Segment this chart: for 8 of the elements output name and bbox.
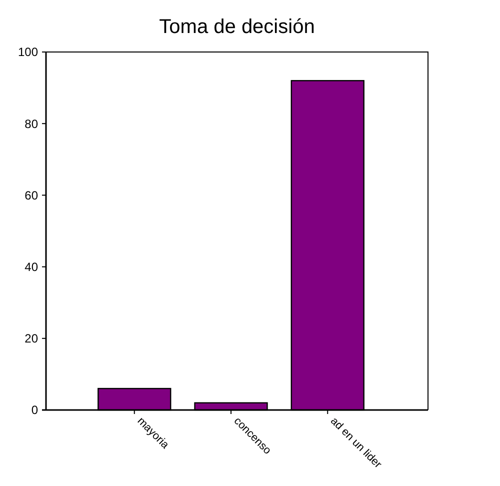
y-tick-label: 60: [24, 188, 38, 202]
y-tick-label: 80: [24, 116, 38, 131]
y-tick-label: 20: [24, 332, 38, 346]
y-tick-label: 0: [31, 403, 38, 418]
x-tick-label: ad en un lider: [328, 415, 384, 471]
y-tick-label: 100: [18, 45, 38, 60]
y-tick-label: 40: [24, 260, 38, 274]
chart-title: Toma de decisión: [159, 16, 315, 38]
